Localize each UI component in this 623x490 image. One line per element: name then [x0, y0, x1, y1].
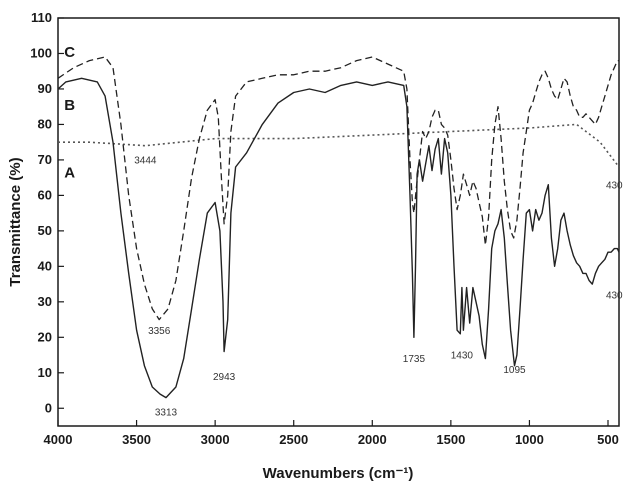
peak-label-8: 430 — [606, 290, 623, 301]
y-tick-label-90: 90 — [38, 81, 52, 96]
x-axis-title: Wavenumbers (cm⁻¹) — [263, 465, 414, 482]
x-tick-label-3000: 3000 — [201, 432, 230, 447]
y-tick-label-0: 0 — [45, 400, 52, 415]
series-label-c: C — [64, 44, 75, 61]
y-tick-label-40: 40 — [38, 258, 52, 273]
series-line-c — [57, 56, 619, 321]
y-tick-label-20: 20 — [38, 329, 52, 344]
peak-label-6: 1095 — [503, 365, 526, 376]
tick-labels: 4000 3500 3000 2500 2000 1500 1000 500 0 10 20 30 40… — [30, 10, 619, 447]
peak-annotations: 3444 3356 3313 2943 1735 1430 1095 430 430 — [134, 155, 623, 418]
series-layer — [57, 56, 620, 399]
y-axis-title: Transmittance (%) — [7, 157, 24, 286]
plot-frame — [57, 17, 620, 427]
peak-label-7: 430 — [606, 180, 623, 191]
axis-ticks — [57, 17, 609, 426]
x-tick-label-4000: 4000 — [44, 432, 73, 447]
series-line-b — [57, 77, 620, 399]
x-tick-label-500: 500 — [597, 432, 619, 447]
peak-label-5: 1430 — [451, 351, 474, 362]
x-tick-label-1500: 1500 — [436, 432, 465, 447]
x-tick-label-3500: 3500 — [122, 432, 151, 447]
peak-label-2: 3313 — [155, 407, 178, 418]
series-labels: A B C — [64, 44, 75, 182]
peak-label-0: 3444 — [134, 155, 157, 166]
y-tick-label-60: 60 — [38, 187, 52, 202]
y-tick-label-70: 70 — [38, 152, 52, 167]
series-label-b: B — [64, 97, 75, 114]
y-tick-label-110: 110 — [31, 10, 52, 25]
series-label-a: A — [64, 165, 75, 182]
y-tick-label-50: 50 — [38, 223, 52, 238]
peak-label-1: 3356 — [148, 326, 171, 337]
peak-label-3: 2943 — [213, 372, 236, 383]
y-tick-label-80: 80 — [38, 116, 52, 131]
y-tick-label-30: 30 — [38, 294, 52, 309]
x-tick-label-2000: 2000 — [358, 432, 387, 447]
y-tick-label-10: 10 — [38, 365, 52, 380]
peak-label-4: 1735 — [403, 354, 426, 365]
x-tick-label-2500: 2500 — [279, 432, 308, 447]
y-tick-label-100: 100 — [30, 45, 52, 60]
x-tick-label-1000: 1000 — [515, 432, 544, 447]
